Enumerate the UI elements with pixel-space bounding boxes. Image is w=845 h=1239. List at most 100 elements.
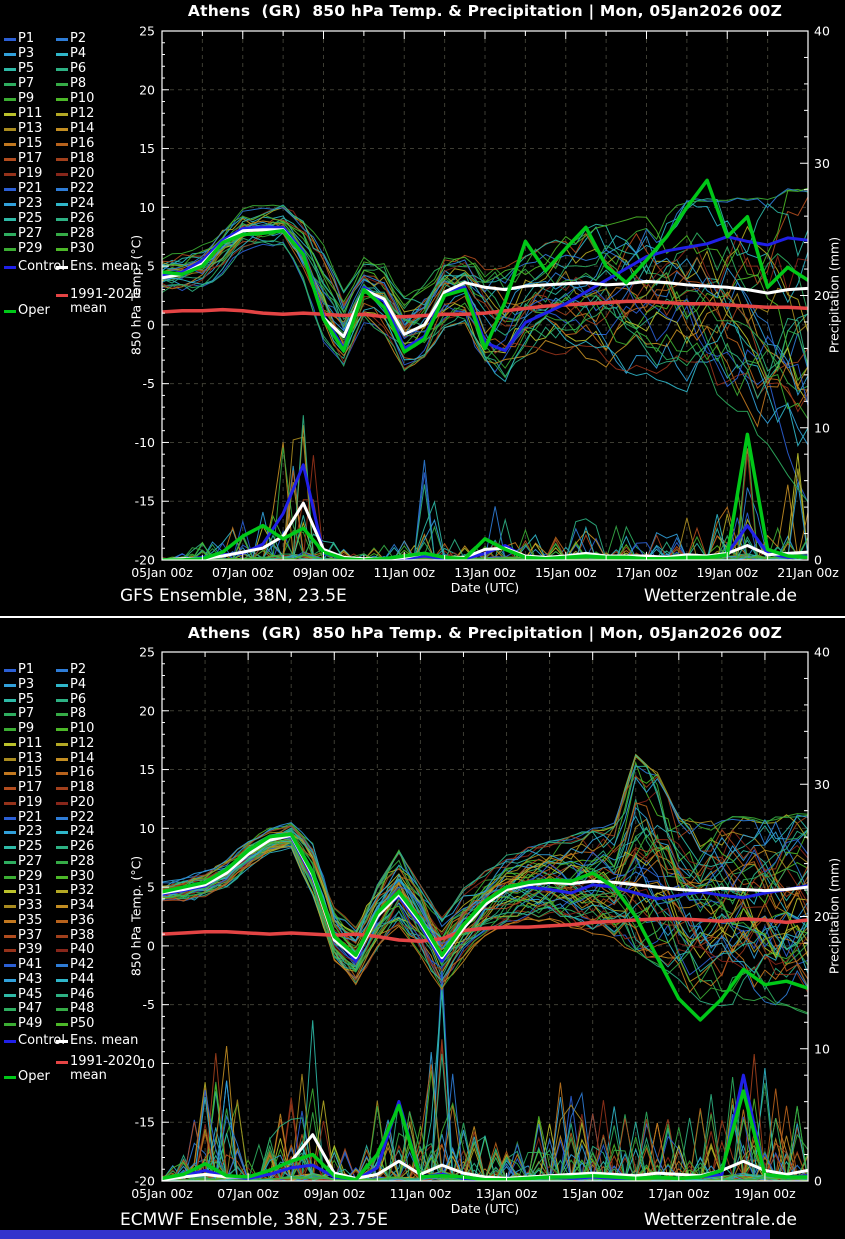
legend-item-p47: P47 xyxy=(18,1001,43,1017)
legend-item-p1: P1 xyxy=(18,31,35,46)
legend-item-p23-swatch xyxy=(4,831,16,835)
legend-item-p44-swatch xyxy=(56,978,68,982)
temp-tick-label: -15 xyxy=(135,1115,155,1130)
legend-item-p5: P5 xyxy=(18,691,35,707)
legend-item-p39-swatch xyxy=(4,949,16,953)
legend-item-p19: P19 xyxy=(18,166,43,181)
legend-item-p3: P3 xyxy=(18,676,35,692)
site-caption: Wetterzentrale.de xyxy=(643,1210,797,1230)
legend-item-p25: P25 xyxy=(18,839,43,854)
legend-item-p11: P11 xyxy=(18,106,43,121)
legend-item-p47-swatch xyxy=(4,1008,16,1012)
legend-item-p18: P18 xyxy=(70,780,95,795)
ecmwf-ensemble-panel: 25 20 15 10 5 0 -5 -10 -15 -20 40 30 20 10 0 05Jan 00z 0… xyxy=(0,618,845,1230)
legend-item-p32: P32 xyxy=(70,883,95,899)
axis-tick-labels: 25 20 15 10 5 0 -5 -10 -15 -20 40 30 20 10 0 05Jan 00z 0… xyxy=(131,645,830,1202)
legend-item-p38-swatch xyxy=(56,934,68,938)
date-tick-label: 21Jan 00z xyxy=(777,565,839,580)
legend-item-p4: P4 xyxy=(70,676,87,692)
legend-item-p23: P23 xyxy=(18,824,43,840)
gfs-ensemble-panel: 25 20 15 10 5 0 -5 -10 -15 -20 40 30 20 10 0 05Jan 00z 0… xyxy=(0,0,845,616)
legend-item-p8-swatch xyxy=(56,83,68,86)
legend-item-p27: P27 xyxy=(18,226,43,241)
temp-axis-title: 850 hPa Temp. (°C) xyxy=(128,855,144,977)
legend-item-p42-swatch xyxy=(56,964,68,967)
precip-tick-label: 20 xyxy=(814,288,830,303)
legend-item-control-swatch xyxy=(4,266,16,269)
legend-item-p8: P8 xyxy=(70,706,87,722)
footer-progress-bar xyxy=(0,1230,770,1239)
model-caption: ECMWF Ensemble, 38N, 23.75E xyxy=(120,1210,389,1230)
legend-item-p4-swatch xyxy=(56,53,68,56)
legend-item-p10-swatch xyxy=(56,98,68,101)
climate-mean-temp-line xyxy=(162,917,808,943)
date-tick-label: 19Jan 00z xyxy=(734,1186,796,1201)
temp-tick-label: 20 xyxy=(139,82,155,97)
legend-item-p11-swatch xyxy=(4,742,16,746)
temp-tick-label: 10 xyxy=(139,821,155,836)
precip-axis-title: Precipitation (mm) xyxy=(826,236,842,354)
legend-item-p15: P15 xyxy=(18,136,43,151)
chart-title: Athens (GR) 850 hPa Temp. & Precipitatio… xyxy=(187,2,783,20)
ensemble-member-lines xyxy=(162,753,808,1181)
site-caption: Wetterzentrale.de xyxy=(643,586,797,606)
legend-item-ens-mean: Ens. mean xyxy=(70,1033,139,1048)
temp-tick-label: -10 xyxy=(135,435,155,450)
oper-precip-line xyxy=(162,1089,808,1181)
ens-mean-temp-line xyxy=(162,228,808,339)
legend-item-p24-swatch xyxy=(56,203,68,206)
legend-item-p28-swatch xyxy=(56,233,68,236)
legend-item-p20-swatch xyxy=(56,173,68,176)
legend-item-p18-swatch xyxy=(56,158,68,161)
legend-item-p18: P18 xyxy=(70,151,95,166)
date-tick-label: 17Jan 00z xyxy=(648,1186,710,1201)
legend-item-p49: P49 xyxy=(18,1016,43,1031)
legend-item-p7: P7 xyxy=(18,76,35,91)
legend-item-p12-swatch xyxy=(56,742,68,746)
panel-divider xyxy=(0,616,845,618)
temp-tick-label: 5 xyxy=(147,259,155,274)
legend-item-p34-swatch xyxy=(56,905,68,908)
legend-item-p45-swatch xyxy=(4,993,16,997)
legend-item-p27-swatch xyxy=(4,233,16,236)
ensemble-legend: P1 P2 P3 P4 P5 P6 P7 P8 P9 P10 P11 P12 P13 P14 P15 P16 P… xyxy=(0,0,162,616)
temp-tick-label: 0 xyxy=(147,938,155,953)
legend-item-p22-swatch xyxy=(56,188,68,191)
legend-item-p21: P21 xyxy=(18,181,43,196)
legend-item-p46-swatch xyxy=(56,993,68,997)
temp-tick-label: -20 xyxy=(135,553,155,568)
legend-item-p15-swatch xyxy=(4,772,16,776)
temp-tick-label: 20 xyxy=(139,703,155,718)
legend-item-p13-swatch xyxy=(4,128,16,131)
date-tick-label: 19Jan 00z xyxy=(696,565,758,580)
precip-tick-label: 20 xyxy=(814,909,830,924)
legend-item-p5-swatch xyxy=(4,68,16,71)
legend-item-p44: P44 xyxy=(70,971,95,987)
legend-item-p42: P42 xyxy=(70,957,95,972)
control-precip-line xyxy=(162,1073,808,1181)
legend-item-p9: P9 xyxy=(18,91,35,106)
legend-item-p17: P17 xyxy=(18,780,43,795)
legend-item-p2: P2 xyxy=(70,31,87,46)
legend-item-p3-swatch xyxy=(4,683,16,687)
legend-item-p46: P46 xyxy=(70,986,95,1002)
legend-item-p16: P16 xyxy=(70,136,95,151)
legend-item-p29-swatch xyxy=(4,248,16,251)
legend-item-p24-swatch xyxy=(56,831,68,835)
legend-item-p31-swatch xyxy=(4,890,16,894)
legend-item-p10-swatch xyxy=(56,728,68,731)
legend-item-p38: P38 xyxy=(70,927,95,943)
legend-item-p5: P5 xyxy=(18,61,35,76)
axis-tick-labels: 25 20 15 10 5 0 -5 -10 -15 -20 40 30 20 10 0 05Jan 00z 0… xyxy=(131,24,839,581)
legend-item-p29: P29 xyxy=(18,241,43,256)
legend-item-p40: P40 xyxy=(70,942,95,958)
legend-item-control: Control xyxy=(18,1033,65,1048)
legend-item-ens-mean-swatch xyxy=(56,266,68,269)
legend-item-p20: P20 xyxy=(70,794,95,810)
legend-item-p16-swatch xyxy=(56,143,68,146)
legend-item-p14: P14 xyxy=(70,121,95,136)
legend-item-p10: P10 xyxy=(70,721,95,736)
date-tick-label: 09Jan 00z xyxy=(293,565,355,580)
model-caption: GFS Ensemble, 38N, 23.5E xyxy=(120,586,347,606)
legend-item-p49-swatch xyxy=(4,1023,16,1026)
